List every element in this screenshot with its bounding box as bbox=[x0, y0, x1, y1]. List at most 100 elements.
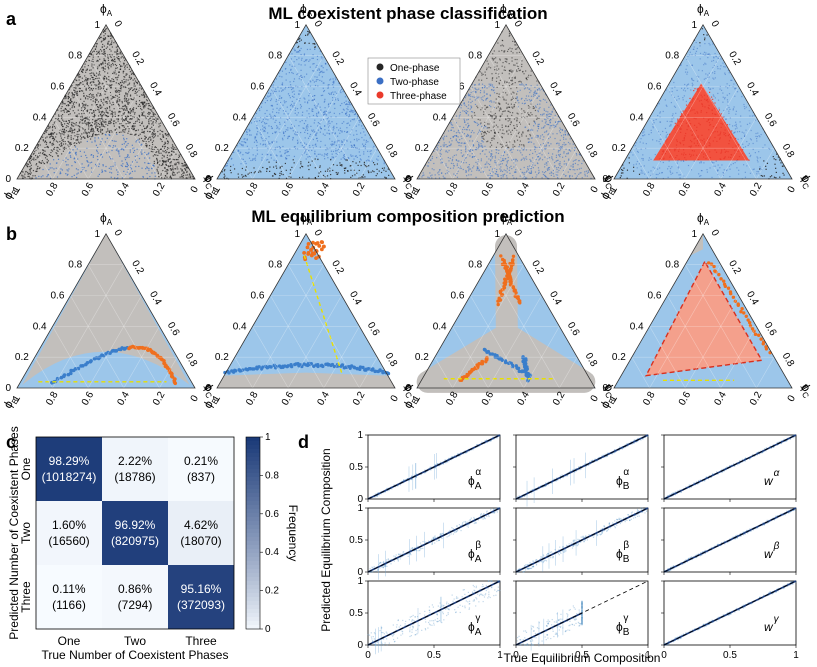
scatter-point bbox=[471, 83, 473, 85]
scatter-point bbox=[124, 165, 127, 167]
scatter-point bbox=[140, 153, 143, 155]
scatter-point bbox=[328, 133, 331, 135]
scatter-point bbox=[316, 105, 318, 108]
scatter-point bbox=[701, 145, 703, 147]
scatter-point bbox=[568, 149, 570, 151]
ternary-gridline bbox=[70, 86, 125, 180]
scatter-point bbox=[316, 76, 318, 78]
scatter-point bbox=[254, 159, 257, 161]
scatter-point bbox=[683, 138, 685, 140]
scatter-point bbox=[120, 86, 122, 88]
scatter-point bbox=[534, 105, 537, 107]
scatter-point bbox=[127, 79, 129, 81]
scatter-point bbox=[488, 131, 490, 133]
scatter-point bbox=[314, 76, 316, 78]
scatter-point bbox=[96, 129, 99, 132]
scatter-point bbox=[574, 162, 577, 165]
scatter-point bbox=[529, 91, 531, 94]
scatter-point bbox=[433, 150, 435, 152]
scatter-point bbox=[353, 138, 356, 141]
scatter-point bbox=[460, 107, 462, 109]
scatter-point bbox=[75, 151, 77, 153]
scatter-point bbox=[511, 80, 513, 82]
scatter-point bbox=[464, 97, 466, 99]
scatter-point bbox=[166, 148, 168, 150]
scatter-point bbox=[470, 105, 472, 107]
scatter-point bbox=[27, 175, 29, 178]
scatter-point bbox=[540, 135, 542, 137]
scatter-point bbox=[308, 155, 311, 158]
scatter-point bbox=[64, 140, 66, 143]
scatter-point bbox=[98, 106, 100, 109]
scatter-point bbox=[51, 129, 54, 131]
scatter-point bbox=[105, 81, 107, 83]
scatter-point bbox=[519, 123, 521, 125]
scatter-point bbox=[327, 168, 329, 170]
scatter-point bbox=[42, 168, 44, 171]
scatter-point bbox=[296, 114, 298, 116]
scatter-point bbox=[285, 129, 287, 131]
scatter-point bbox=[30, 155, 32, 157]
scatter-point bbox=[701, 87, 703, 90]
scatter-point bbox=[85, 116, 87, 119]
scatter-point bbox=[107, 57, 109, 59]
scatter-point bbox=[323, 113, 325, 115]
scatter-point bbox=[99, 143, 101, 145]
scatter-point bbox=[275, 165, 277, 167]
scatter-point bbox=[133, 74, 135, 76]
scatter-point bbox=[162, 150, 164, 152]
scatter-point bbox=[510, 79, 512, 81]
scatter-point bbox=[82, 68, 84, 70]
scatter-point bbox=[447, 130, 450, 132]
scatter-point bbox=[293, 93, 296, 95]
scatter-point bbox=[515, 177, 518, 179]
scatter-point bbox=[383, 163, 385, 165]
scatter-point bbox=[542, 173, 545, 176]
scatter-point bbox=[143, 130, 145, 133]
scatter-point bbox=[61, 139, 63, 141]
scatter-point bbox=[133, 127, 135, 129]
scatter-point bbox=[276, 125, 278, 127]
scatter-point bbox=[544, 163, 546, 165]
scatter-point bbox=[368, 156, 370, 158]
scatter-point bbox=[156, 157, 158, 160]
scatter-point bbox=[49, 142, 51, 144]
scatter-point bbox=[364, 143, 367, 145]
scatter-point bbox=[578, 153, 580, 155]
scatter-point bbox=[162, 134, 164, 136]
scatter-point bbox=[157, 116, 159, 118]
scatter-point bbox=[244, 138, 246, 140]
scatter-point bbox=[322, 71, 324, 74]
scatter-point bbox=[458, 160, 460, 162]
scatter-point bbox=[472, 167, 474, 169]
scatter-point bbox=[266, 115, 268, 118]
scatter-point bbox=[119, 61, 121, 63]
scatter-point bbox=[270, 115, 272, 117]
scatter-point bbox=[268, 161, 270, 163]
scatter-point bbox=[509, 34, 511, 36]
scatter-point bbox=[314, 167, 316, 169]
scatter-point bbox=[116, 50, 118, 52]
scatter-point bbox=[294, 146, 296, 148]
scatter-point bbox=[714, 102, 716, 104]
scatter-point bbox=[167, 169, 169, 171]
scatter-point bbox=[170, 153, 173, 155]
scatter-point bbox=[59, 133, 62, 135]
ternary-tick-c: 0 bbox=[111, 19, 124, 30]
scatter-point bbox=[514, 64, 516, 66]
scatter-point bbox=[96, 155, 99, 158]
scatter-point bbox=[259, 109, 261, 112]
scatter-point bbox=[528, 114, 530, 116]
scatter-point bbox=[479, 119, 481, 121]
scatter-point bbox=[109, 145, 111, 147]
scatter-point bbox=[78, 74, 81, 76]
scatter-point bbox=[81, 119, 83, 122]
scatter-point bbox=[511, 71, 513, 73]
scatter-point bbox=[324, 100, 326, 102]
scatter-point bbox=[547, 177, 549, 179]
scatter-point bbox=[79, 87, 81, 90]
scatter-point bbox=[96, 103, 98, 106]
scatter-point bbox=[499, 116, 501, 118]
scatter-point bbox=[75, 91, 77, 93]
scatter-point bbox=[130, 110, 132, 112]
